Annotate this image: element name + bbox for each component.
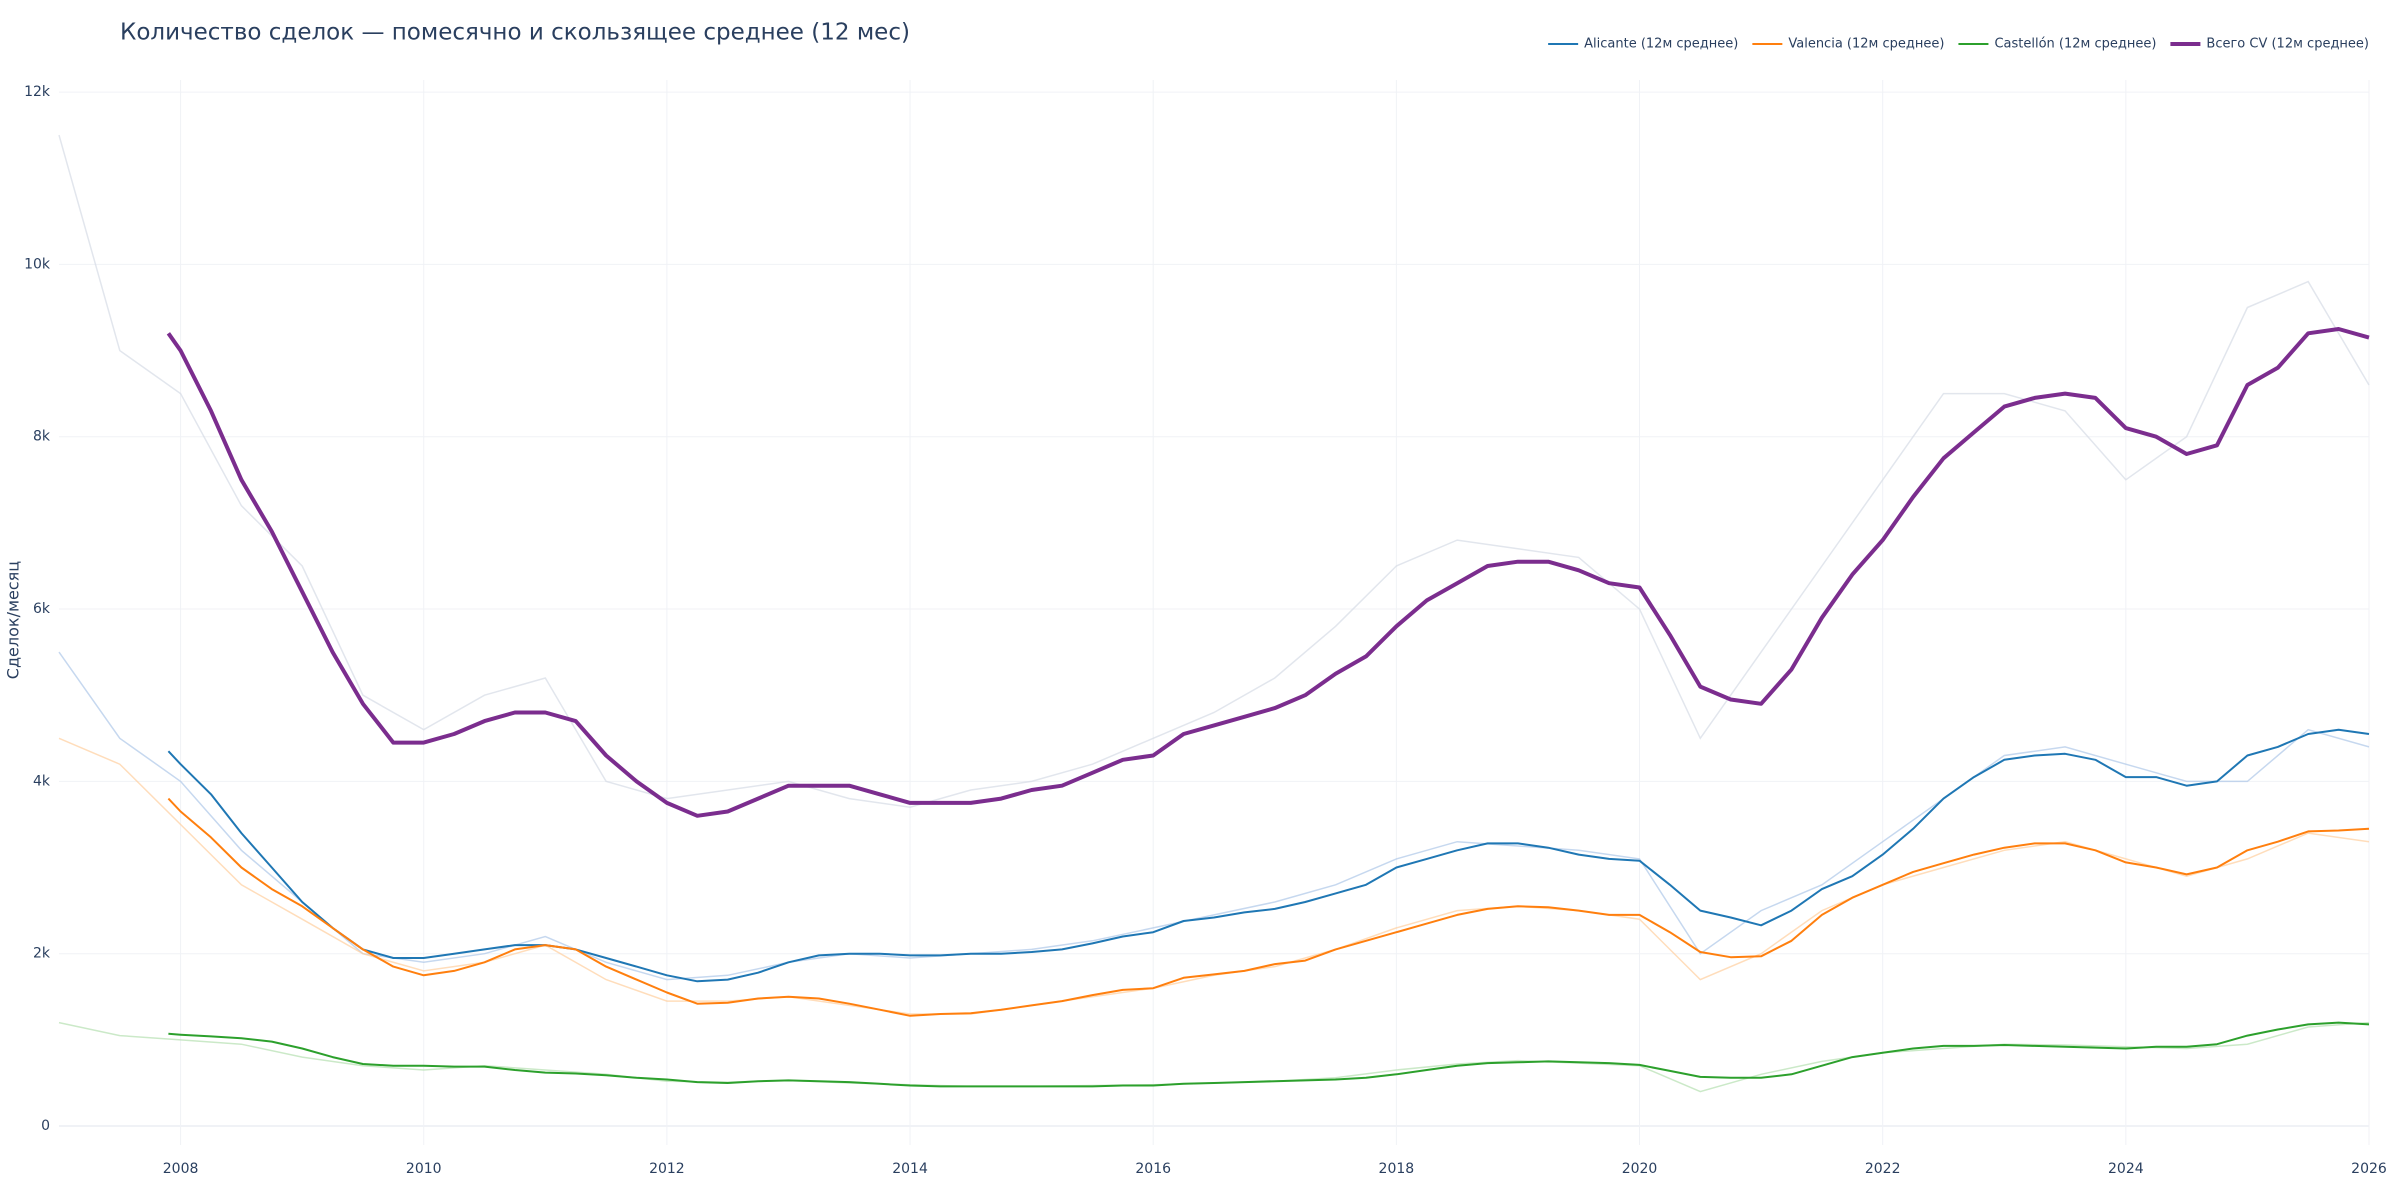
y-axis-label: Сделок/месяц xyxy=(4,561,23,679)
legend-item[interactable]: Castellón (12м среднее) xyxy=(1958,37,2156,52)
x-tick-label: 2024 xyxy=(2108,1161,2144,1177)
x-tick-label: 2014 xyxy=(892,1161,928,1177)
y-tick-label: 4k xyxy=(33,773,51,789)
y-tick-label: 2k xyxy=(33,946,51,962)
legend-label: Castellón (12м среднее) xyxy=(1994,37,2156,52)
legend-label: Всего CV (12м среднее) xyxy=(2206,37,2369,52)
raw-line xyxy=(58,737,2370,1015)
y-tick-label: 10k xyxy=(24,256,51,272)
legend-item[interactable]: Всего CV (12м среднее) xyxy=(2170,37,2369,52)
y-tick-label: 8k xyxy=(33,429,51,445)
x-tick-label: 2018 xyxy=(1379,1161,1415,1177)
x-tick-label: 2008 xyxy=(163,1161,199,1177)
x-tick-label: 2012 xyxy=(649,1161,685,1177)
x-tick-label: 2016 xyxy=(1135,1161,1171,1177)
legend-label: Alicante (12м среднее) xyxy=(1584,37,1738,52)
chart-title: Количество сделок — помесячно и скользящ… xyxy=(120,20,910,46)
raw-line xyxy=(58,134,2370,808)
x-tick-label: 2020 xyxy=(1622,1161,1658,1177)
series-line xyxy=(168,1021,2370,1088)
legend-item[interactable]: Valencia (12м среднее) xyxy=(1752,37,1944,52)
legend: Alicante (12м среднее) Valencia (12м сред… xyxy=(1548,37,2369,52)
y-tick-label: 6k xyxy=(33,601,51,617)
legend-label: Valencia (12м среднее) xyxy=(1788,37,1944,52)
x-tick-label: 2022 xyxy=(1865,1161,1901,1177)
series-line xyxy=(167,728,2370,983)
y-tick-label: 0 xyxy=(41,1118,50,1134)
x-tick-label: 2010 xyxy=(406,1161,442,1177)
raw-line xyxy=(58,1021,2370,1093)
raw-line xyxy=(58,651,2370,981)
x-tick-label: 2026 xyxy=(2351,1161,2387,1177)
series-line xyxy=(166,327,2370,818)
legend-item[interactable]: Alicante (12м среднее) xyxy=(1548,37,1738,52)
series-line xyxy=(167,797,2370,1017)
y-tick-label: 12k xyxy=(24,84,51,100)
